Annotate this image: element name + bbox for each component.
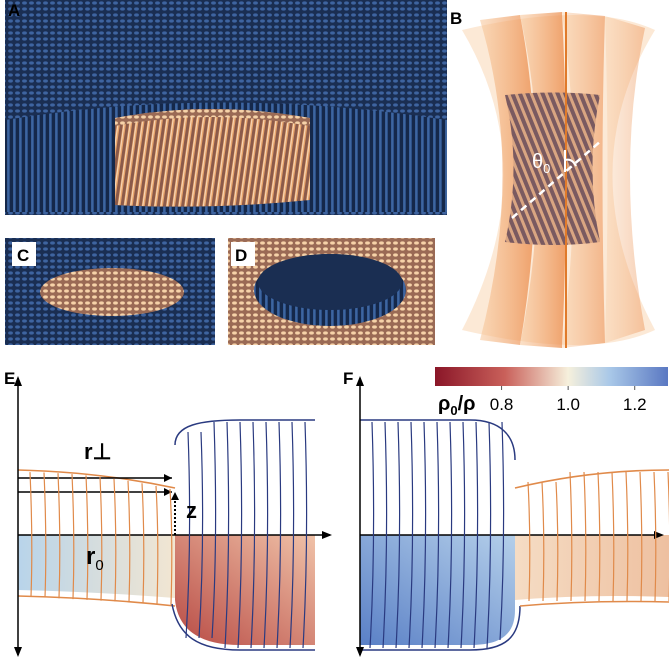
colorbar-label: ρ0/ρ xyxy=(438,393,476,418)
colorbar xyxy=(435,367,668,386)
angle-symbol: θ xyxy=(532,151,543,173)
colorbar-tick-label: 1.0 xyxy=(556,395,580,414)
panel-b-image xyxy=(462,12,655,348)
panel-label: E xyxy=(4,369,15,388)
figure: A B θ0 C D xyxy=(0,0,669,659)
colorbar-tick-label: 0.8 xyxy=(490,395,514,414)
colorbar-symbol: ρ xyxy=(438,393,450,415)
colorbar-rest: /ρ xyxy=(458,393,476,415)
panel-label: D xyxy=(235,246,247,265)
annotation-subscript: 0 xyxy=(95,557,103,574)
annotation: r⊥ xyxy=(84,439,112,464)
panel-label: A xyxy=(8,1,20,20)
annotation-symbol: r xyxy=(86,543,95,570)
panel-d-image xyxy=(228,238,435,345)
panel-e-diagram xyxy=(14,376,332,657)
panel-c-image xyxy=(5,238,215,345)
colorbar-tick-label: 1.2 xyxy=(623,395,647,414)
panel-label: B xyxy=(450,9,462,28)
colorbar-subscript: 0 xyxy=(450,403,457,418)
panel-label: C xyxy=(17,246,29,265)
panel-a-image xyxy=(5,0,447,215)
panel-label: F xyxy=(343,369,353,388)
annotation: z xyxy=(186,498,197,523)
angle-subscript: 0 xyxy=(543,161,550,176)
panel-f-diagram xyxy=(356,376,669,657)
